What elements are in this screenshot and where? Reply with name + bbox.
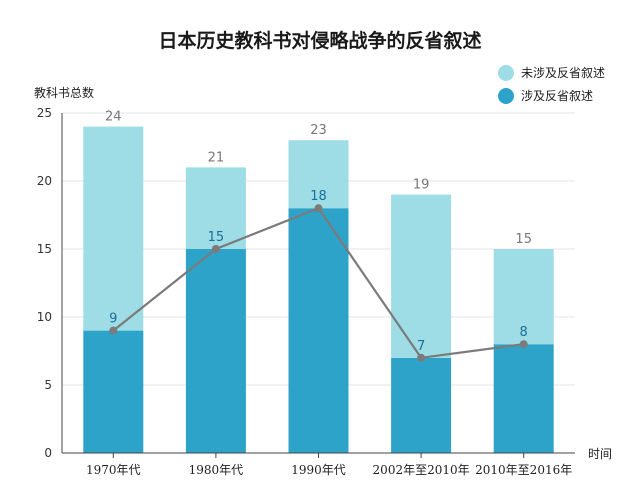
bar-segment-non-reflective — [185, 167, 246, 249]
value-label: 7 — [417, 339, 425, 354]
trend-point — [211, 245, 220, 253]
bar-segment-reflective — [493, 344, 554, 453]
legend-label: 未涉及反省叙述 — [521, 66, 605, 80]
axes: 0 5 10 15 20 25 1970年代 1980年代 1990年代 2002年至2010年 2… — [37, 106, 575, 477]
bar-segment-non-reflective — [288, 140, 349, 209]
trend-line — [109, 204, 528, 362]
total-label: 24 — [105, 110, 122, 125]
legend-label: 涉及反省叙述 — [521, 89, 593, 103]
bars — [83, 126, 554, 453]
trend-point — [417, 353, 426, 362]
x-tick-label: 2002年至2010年 — [373, 463, 470, 477]
legend-swatch — [498, 65, 514, 81]
y-tick-label: 15 — [37, 242, 52, 256]
bar-segment-non-reflective — [83, 126, 144, 331]
y-tick-label: 25 — [37, 106, 52, 120]
y-tick-label: 5 — [44, 378, 52, 392]
trend-point — [109, 326, 118, 335]
value-label: 18 — [310, 189, 327, 204]
total-label: 15 — [515, 232, 532, 247]
trend-point — [519, 340, 528, 349]
bar-segment-reflective — [185, 249, 246, 453]
total-label: 21 — [208, 150, 225, 165]
x-tick-label: 1970年代 — [86, 463, 141, 477]
x-tick-label: 2010年至2016年 — [475, 463, 572, 477]
y-tick-label: 20 — [37, 174, 52, 188]
total-label: 23 — [310, 123, 327, 138]
value-label: 9 — [109, 312, 117, 327]
trend-point — [314, 204, 323, 213]
legend-swatch — [498, 88, 514, 104]
y-tick-label: 0 — [44, 446, 52, 460]
x-axis-label: 时间 — [588, 447, 612, 461]
chart-title: 日本历史教科书对侵略战争的反省叙述 — [158, 29, 481, 52]
bar-segment-reflective — [288, 208, 349, 453]
bar-segment-non-reflective — [391, 194, 452, 358]
value-label: 8 — [520, 325, 528, 340]
bar-segment-reflective — [391, 357, 452, 453]
y-axis-label: 教科书总数 — [34, 85, 94, 100]
value-label: 15 — [208, 230, 225, 245]
bar-segment-non-reflective — [493, 249, 554, 345]
x-tick-label: 1990年代 — [291, 463, 346, 477]
total-label: 19 — [413, 178, 430, 193]
y-tick-label: 10 — [37, 310, 52, 324]
x-tick-label: 1980年代 — [189, 463, 244, 477]
bar-segment-reflective — [83, 330, 144, 453]
data-labels: 24 21 23 19 15 9 15 18 7 8 — [105, 110, 532, 354]
